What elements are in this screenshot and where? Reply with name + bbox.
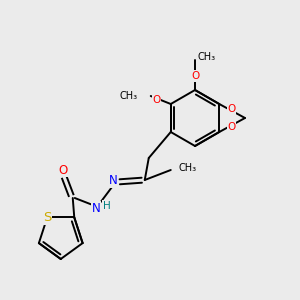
Text: O: O bbox=[228, 104, 236, 114]
Text: H: H bbox=[103, 201, 111, 211]
Text: O: O bbox=[153, 95, 161, 105]
Text: S: S bbox=[43, 211, 51, 224]
Text: O: O bbox=[58, 164, 68, 176]
Text: N: N bbox=[92, 202, 100, 214]
Text: O: O bbox=[228, 122, 236, 132]
Text: N: N bbox=[108, 175, 117, 188]
Text: CH₃: CH₃ bbox=[179, 163, 197, 173]
Text: O: O bbox=[191, 71, 199, 81]
Text: CH₃: CH₃ bbox=[198, 52, 216, 62]
Text: CH₃: CH₃ bbox=[120, 91, 138, 101]
